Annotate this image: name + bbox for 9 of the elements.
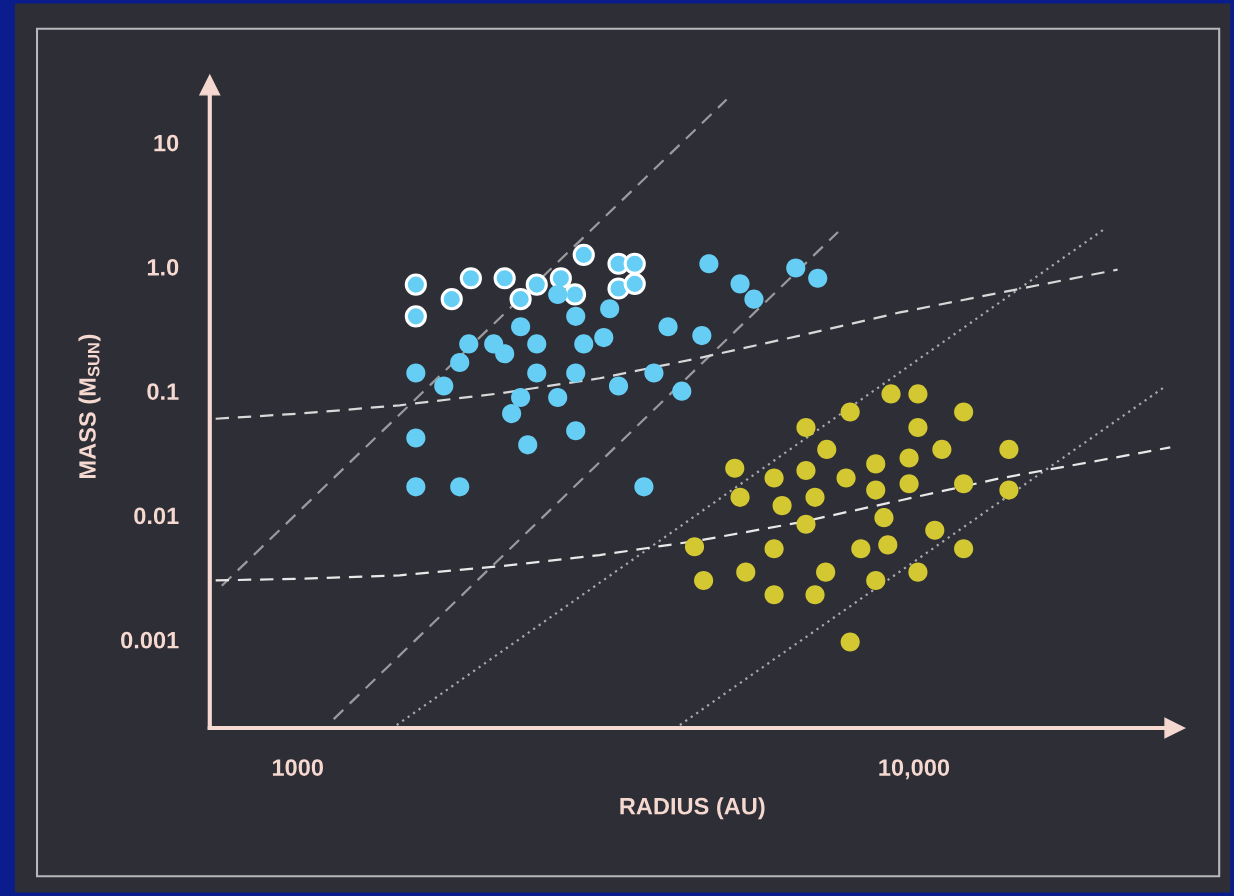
x-tick-label: 10,000: [879, 759, 950, 780]
y-tick-label: 0.001: [121, 631, 179, 649]
y-tick-label: 0.01: [134, 507, 179, 525]
y-tick-label: 10: [154, 134, 179, 152]
y-tick-label: 0.1: [147, 383, 179, 400]
y-axis-title: MASS (M$_{SUN}$): [78, 334, 101, 478]
x-tick-label: 1000: [272, 759, 323, 776]
y-tick-label: 1.0: [147, 258, 179, 276]
x-axis-title: RADIUS (AU): [620, 797, 765, 820]
